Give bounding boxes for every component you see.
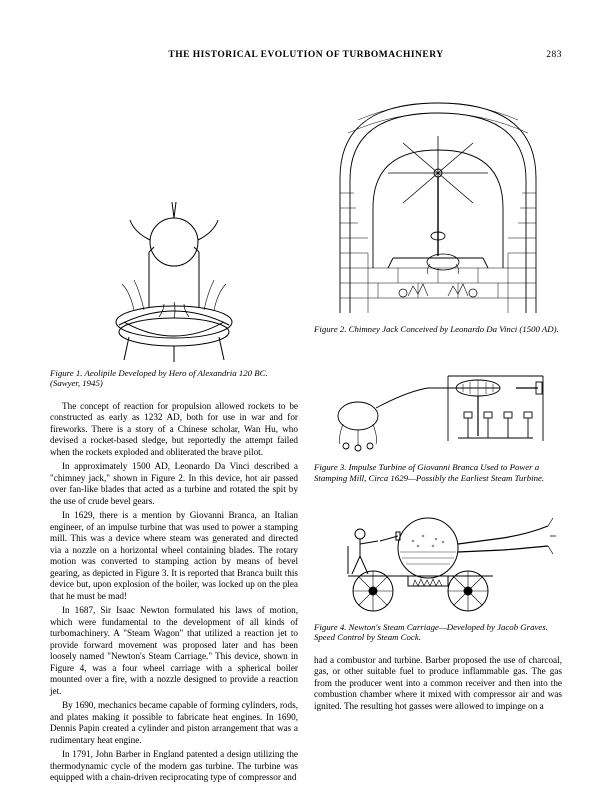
paragraph-3: In 1629, there is a mention by Giovanni … <box>50 510 298 602</box>
figure-2 <box>314 88 562 318</box>
paragraph-5: By 1690, mechanics became capable of for… <box>50 700 298 746</box>
paragraph-2: In approximately 1500 AD, Leonardo Da Vi… <box>50 461 298 507</box>
figure-1 <box>50 192 298 362</box>
figure-4 <box>314 496 562 616</box>
right-column: Figure 2. Chimney Jack Conceived by Leon… <box>314 82 562 787</box>
left-column: Figure 1. Aeolipile Developed by Hero of… <box>50 82 298 787</box>
paragraph-6: In 1791, John Barber in England patented… <box>50 749 298 784</box>
figure-1-caption: Figure 1. Aeolipile Developed by Hero of… <box>50 368 298 389</box>
paragraph-1: The concept of reaction for propulsion a… <box>50 401 298 459</box>
figure-4-caption: Figure 4. Newton's Steam Carriage—Develo… <box>314 622 562 643</box>
figure-2-caption: Figure 2. Chimney Jack Conceived by Leon… <box>314 324 562 335</box>
page-header: THE HISTORICAL EVOLUTION OF TURBOMACHINE… <box>50 50 562 62</box>
two-column-layout: Figure 1. Aeolipile Developed by Hero of… <box>50 82 562 787</box>
branca-turbine-illustration <box>318 346 558 456</box>
chimney-jack-illustration <box>318 88 558 318</box>
paragraph-4: In 1687, Sir Isaac Newton formulated his… <box>50 605 298 697</box>
header-title: THE HISTORICAL EVOLUTION OF TURBOMACHINE… <box>80 50 532 62</box>
page-number: 283 <box>532 50 562 62</box>
figure-3 <box>314 346 562 456</box>
newton-carriage-illustration <box>318 496 558 616</box>
figure-3-caption: Figure 3. Impulse Turbine of Giovanni Br… <box>314 462 562 483</box>
aeolipile-illustration <box>94 192 254 362</box>
paragraph-7: had a combustor and turbine. Barber prop… <box>314 655 562 713</box>
